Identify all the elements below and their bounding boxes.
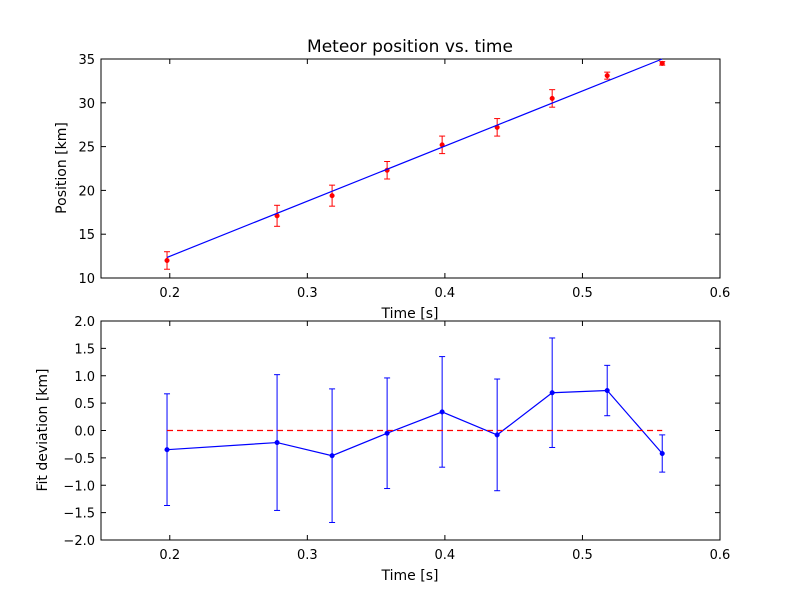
- y-tick-label: 10: [78, 272, 95, 287]
- x-tick-label: 0.4: [435, 548, 456, 563]
- y-tick-label: 0.5: [74, 397, 95, 412]
- y-tick-label: 1.5: [74, 342, 95, 357]
- data-point: [604, 73, 610, 79]
- x-tick-label: 0.2: [159, 548, 180, 563]
- data-point: [659, 450, 665, 457]
- y-axis-label: Fit deviation [km]: [35, 368, 51, 491]
- y-tick-label: 35: [78, 53, 95, 68]
- x-tick-label: 0.5: [572, 286, 593, 301]
- data-point: [274, 439, 280, 446]
- data-point: [604, 387, 610, 394]
- x-tick-label: 0.6: [710, 548, 731, 563]
- plot-frame: [100, 58, 721, 279]
- y-tick-label: −0.5: [63, 452, 95, 467]
- x-tick-label: 0.2: [159, 286, 180, 301]
- x-tick-label: 0.3: [297, 286, 318, 301]
- data-point: [164, 447, 170, 453]
- x-axis-label: Time [s]: [381, 306, 439, 322]
- x-axis-label: Time [s]: [381, 568, 439, 584]
- fit-line: [166, 58, 663, 258]
- position-panel: Meteor position vs. time Time [s] Positi…: [54, 37, 730, 322]
- y-tick-label: 15: [78, 228, 95, 243]
- y-tick-label: 25: [78, 141, 95, 156]
- data-point: [384, 430, 390, 436]
- x-tick-label: 0.6: [710, 286, 731, 301]
- x-tick-label: 0.3: [297, 548, 318, 563]
- x-tick-label: 0.4: [435, 286, 456, 301]
- data-point: [329, 193, 335, 199]
- y-tick-label: −1.5: [63, 507, 95, 522]
- y-tick-label: −1.0: [63, 479, 95, 494]
- data-point: [549, 95, 555, 101]
- deviation-panel: Time [s] Fit deviation [km] 0.2 0.3 0.4 0.5…: [35, 315, 730, 584]
- y-tick-label: −2.0: [63, 534, 95, 549]
- y-tick-label: 2.0: [74, 315, 95, 330]
- data-point: [439, 409, 445, 415]
- data-point: [494, 432, 500, 438]
- y-tick-label: 20: [78, 184, 95, 199]
- y-axis-label: Position [km]: [54, 122, 70, 214]
- y-tick-label: 30: [78, 97, 95, 112]
- data-point: [164, 257, 170, 264]
- chart-title: Meteor position vs. time: [307, 37, 513, 57]
- data-point: [549, 390, 555, 396]
- y-tick-label: 1.0: [74, 370, 95, 385]
- data-point: [329, 453, 335, 459]
- x-tick-label: 0.5: [572, 548, 593, 563]
- data-point: [659, 60, 665, 66]
- y-tick-label: 0.0: [74, 425, 95, 440]
